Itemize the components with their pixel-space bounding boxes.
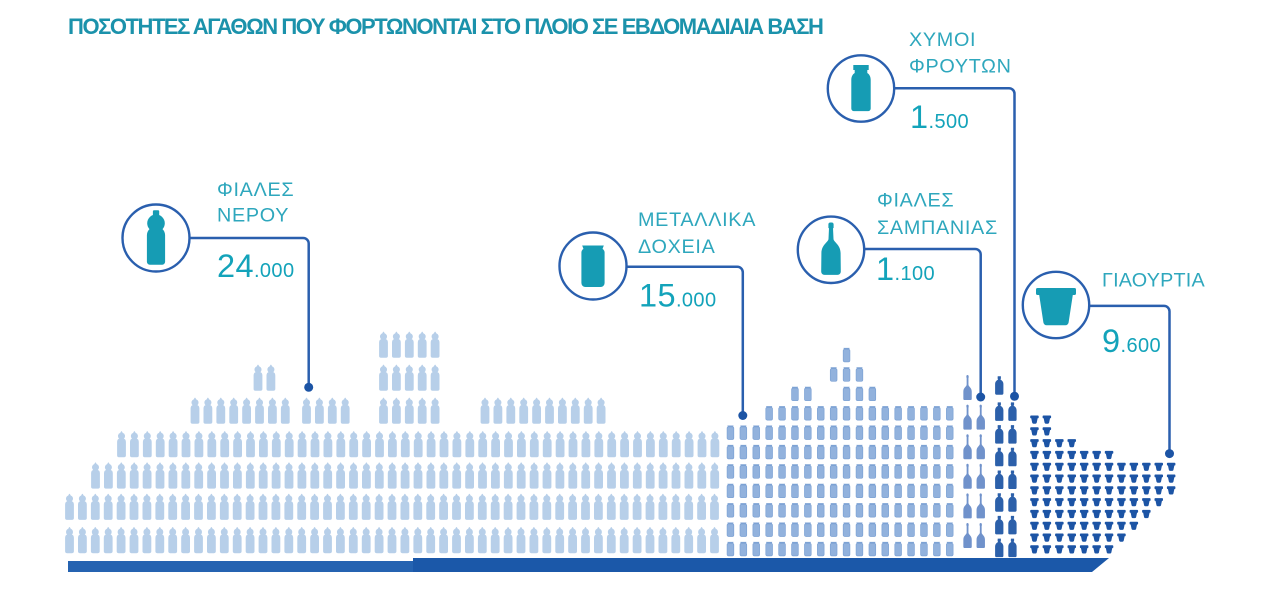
svg-text:ΝΕΡΟΥ: ΝΕΡΟΥ xyxy=(217,205,289,227)
svg-text:ΦΙΑΛΕΣ: ΦΙΑΛΕΣ xyxy=(217,179,294,201)
svg-text:9.600: 9.600 xyxy=(1102,323,1161,359)
svg-text:ΓΙΑΟΥΡΤΙΑ: ΓΙΑΟΥΡΤΙΑ xyxy=(1102,270,1205,292)
svg-text:24.000: 24.000 xyxy=(217,248,294,284)
svg-text:1.500: 1.500 xyxy=(910,99,969,135)
svg-text:ΧΥΜΟΙ: ΧΥΜΟΙ xyxy=(909,29,976,51)
svg-text:ΠΟΣΟΤΗΤΕΣ ΑΓΑΘΩΝ ΠΟΥ ΦΟΡΤΩΝΟΝΤ: ΠΟΣΟΤΗΤΕΣ ΑΓΑΘΩΝ ΠΟΥ ΦΟΡΤΩΝΟΝΤΑΙ ΣΤΟ ΠΛΟ… xyxy=(68,14,823,39)
svg-text:ΣΑΜΠΑΝΙΑΣ: ΣΑΜΠΑΝΙΑΣ xyxy=(877,217,998,239)
svg-text:1.100: 1.100 xyxy=(876,251,935,287)
svg-text:ΔΟΧΕΙΑ: ΔΟΧΕΙΑ xyxy=(638,236,716,258)
svg-text:15.000: 15.000 xyxy=(639,278,716,314)
svg-text:ΦΡΟΥΤΩΝ: ΦΡΟΥΤΩΝ xyxy=(909,56,1012,78)
svg-text:ΦΙΑΛΕΣ: ΦΙΑΛΕΣ xyxy=(877,190,954,212)
svg-text:ΜΕΤΑΛΛΙΚΑ: ΜΕΤΑΛΛΙΚΑ xyxy=(638,209,756,231)
